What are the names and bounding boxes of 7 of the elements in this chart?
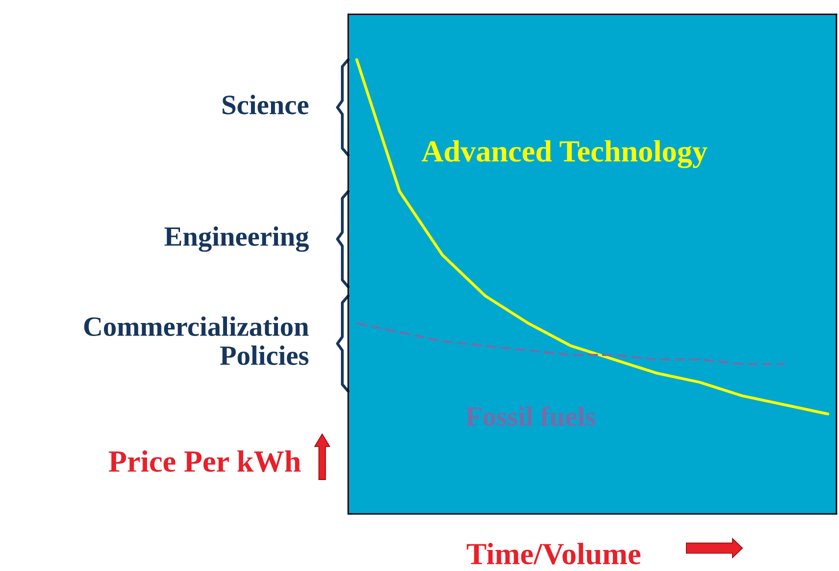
- text: Science: [222, 94, 308, 114]
- series-label: Advanced Technology: [422, 140, 708, 168]
- text: Engineering: [164, 226, 309, 252]
- x-axis-title: Time/Volume: [466, 542, 640, 565]
- series-label: Fossil fuels: [466, 406, 596, 426]
- y-axis-title: Price Per kWh: [108, 450, 301, 472]
- text: Commercialization Policies: [84, 316, 309, 366]
